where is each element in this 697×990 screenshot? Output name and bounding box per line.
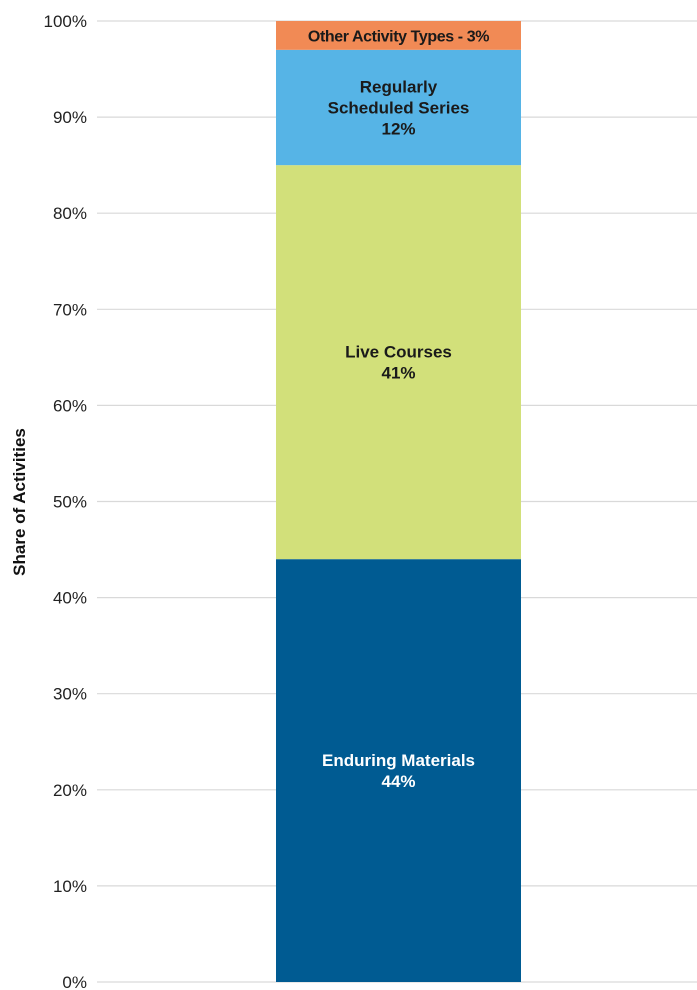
- y-tick-label: 20%: [53, 781, 87, 800]
- y-tick-label: 10%: [53, 877, 87, 896]
- y-tick-label: 80%: [53, 204, 87, 223]
- y-tick-label: 90%: [53, 108, 87, 127]
- segment-labels: Enduring Materials 44% Live Courses 41% Regu…: [308, 28, 490, 791]
- bar-segment-regularly-scheduled-series: [276, 49, 521, 166]
- segment-label: Enduring Materials 44%: [322, 751, 475, 791]
- segment-label: Live Courses 41%: [345, 343, 452, 383]
- y-tick-label: 60%: [53, 396, 87, 415]
- y-tick-label: 40%: [53, 589, 87, 608]
- y-tick-label: 30%: [53, 685, 87, 704]
- y-axis-ticks: 0% 10% 20% 30% 40% 50% 60% 70% 80% 90% 100%: [44, 12, 87, 990]
- bar-segment-live-courses: [276, 165, 521, 560]
- y-tick-label: 50%: [53, 493, 87, 512]
- bar-segment-other-activity-types: [276, 21, 521, 50]
- bar-segments: [276, 21, 521, 982]
- segment-label: Other Activity Types - 3%: [308, 28, 489, 45]
- segment-label: Regularly Scheduled Series 12%: [328, 77, 470, 138]
- y-tick-label: 100%: [44, 12, 87, 31]
- y-tick-label: 70%: [53, 300, 87, 319]
- y-tick-label: 0%: [62, 973, 87, 990]
- y-axis-label: Share of Activities: [10, 428, 29, 576]
- bar-segment-enduring-materials: [276, 559, 521, 982]
